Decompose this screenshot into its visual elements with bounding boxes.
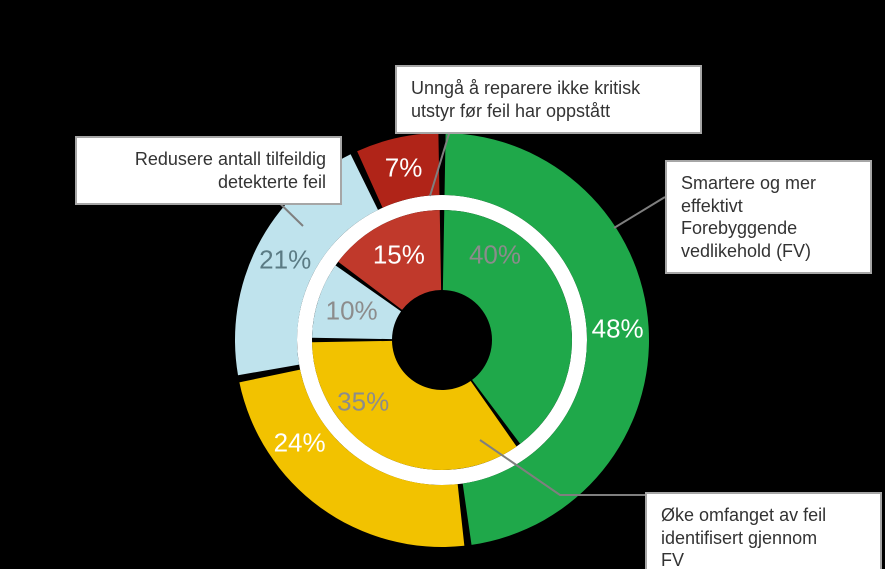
leader-top: [430, 124, 452, 196]
label-outer-red: 7%: [385, 153, 423, 184]
callout-bottom-right: Øke omfanget av feilidentifisert gjennom…: [645, 492, 882, 569]
callout-line: vedlikehold (FV): [681, 240, 856, 263]
callout-left: Redusere antall tilfeildigdetekterte fei…: [75, 136, 342, 205]
callout-line: Smartere og mer: [681, 172, 856, 195]
callout-right: Smartere og mereffektivtForebyggendevedl…: [665, 160, 872, 274]
callout-line: Redusere antall tilfeildig: [91, 148, 326, 171]
leader-right: [614, 197, 665, 228]
label-outer-green: 48%: [592, 313, 644, 344]
chart-stage: 48% 24% 21% 7% 40% 35% 10% 15% Unngå å reparere…: [0, 0, 885, 569]
callout-line: Unngå å reparere ikke kritisk: [411, 77, 686, 100]
label-inner-green: 40%: [469, 240, 521, 271]
label-inner-yellow: 35%: [337, 386, 389, 417]
label-inner-red: 15%: [373, 240, 425, 271]
label-inner-blue: 10%: [326, 295, 378, 326]
callout-line: detekterte feil: [91, 171, 326, 194]
callout-line: Forebyggende: [681, 217, 856, 240]
callout-line: utstyr før feil har oppstått: [411, 100, 686, 123]
leader-bottom-right: [480, 440, 645, 495]
callout-top: Unngå å reparere ikke kritiskutstyr før …: [395, 65, 702, 134]
callout-line: Øke omfanget av feil: [661, 504, 866, 527]
callout-line: identifisert gjennom: [661, 527, 866, 550]
label-outer-blue: 21%: [259, 245, 311, 276]
callout-line: effektivt: [681, 195, 856, 218]
callout-line: FV: [661, 549, 866, 569]
label-outer-yellow: 24%: [274, 428, 326, 459]
